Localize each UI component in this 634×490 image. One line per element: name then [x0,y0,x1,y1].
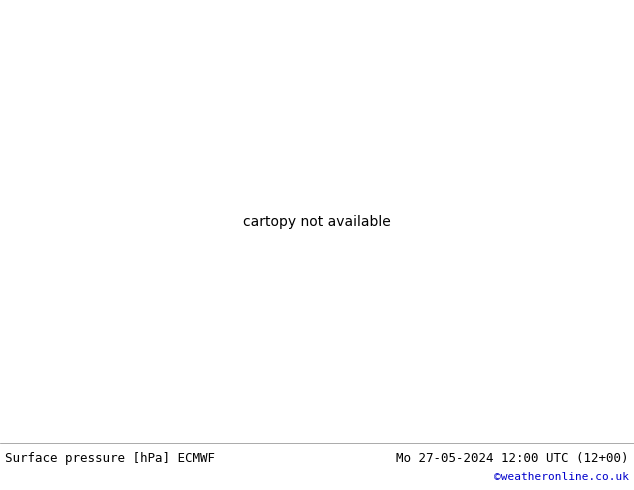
Text: Surface pressure [hPa] ECMWF: Surface pressure [hPa] ECMWF [5,452,215,465]
Text: Mo 27-05-2024 12:00 UTC (12+00): Mo 27-05-2024 12:00 UTC (12+00) [396,452,629,465]
Text: ©weatheronline.co.uk: ©weatheronline.co.uk [494,472,629,482]
Text: cartopy not available: cartopy not available [243,215,391,229]
